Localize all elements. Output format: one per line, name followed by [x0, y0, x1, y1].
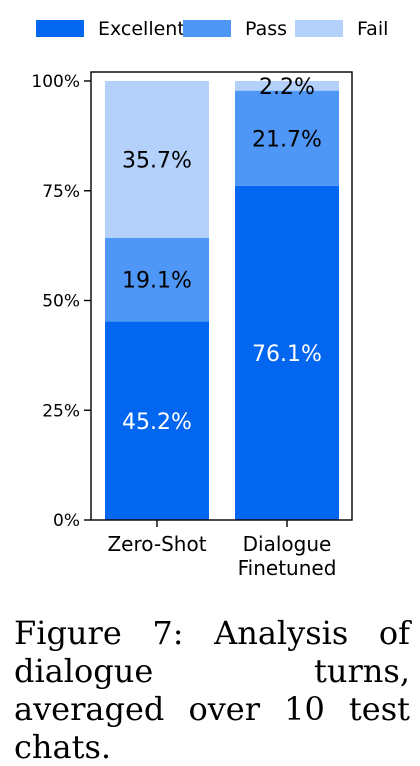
y-tick-label-25: 25%	[42, 401, 80, 421]
plot-area: 45.2% 19.1% 35.7% 76.1% 21.7% 2.2% 0% 25% 50% 75%…	[31, 71, 353, 580]
figure-caption: Figure 7: Analysis of dialogue turns, av…	[14, 614, 410, 766]
x-tick-label-dialogue-finetuned: Dialogue Finetuned	[238, 532, 337, 580]
legend-swatch-excellent	[36, 20, 84, 37]
data-label-pass-dialogue-finetuned: 21.7%	[252, 127, 322, 152]
x-tick-label-zero-shot: Zero-Shot	[107, 532, 206, 556]
legend-label-excellent: Excellent	[98, 18, 185, 40]
bar-excellent-zero-shot	[105, 321, 209, 520]
data-label-fail-dialogue-finetuned: 2.2%	[259, 75, 315, 100]
plot-frame	[90, 71, 353, 521]
data-label-pass-zero-shot: 19.1%	[122, 269, 192, 294]
y-tick-label-50: 50%	[42, 292, 80, 312]
y-tick-label-0: 0%	[53, 511, 80, 531]
legend-swatch-pass	[183, 20, 231, 37]
y-tick-label-100: 100%	[31, 72, 80, 92]
y-tick-label-75: 75%	[42, 182, 80, 202]
data-label-excellent-dialogue-finetuned: 76.1%	[252, 342, 322, 367]
legend-label-pass: Pass	[245, 18, 287, 40]
stacked-bar-chart: Excellent Pass Fail 45.2% 19.1% 35.7% 76.1% 21…	[31, 18, 388, 580]
chart-legend: Excellent Pass Fail	[36, 18, 388, 40]
bar-fail-dialogue-finetuned	[235, 81, 339, 91]
legend-label-fail: Fail	[357, 18, 388, 40]
bar-excellent-dialogue-finetuned	[235, 185, 339, 520]
data-label-fail-zero-shot: 35.7%	[122, 148, 192, 173]
bar-fail-zero-shot	[105, 81, 209, 238]
bar-pass-dialogue-finetuned	[235, 90, 339, 186]
bar-pass-zero-shot	[105, 237, 209, 322]
legend-swatch-fail	[295, 20, 343, 37]
data-label-excellent-zero-shot: 45.2%	[122, 410, 192, 435]
